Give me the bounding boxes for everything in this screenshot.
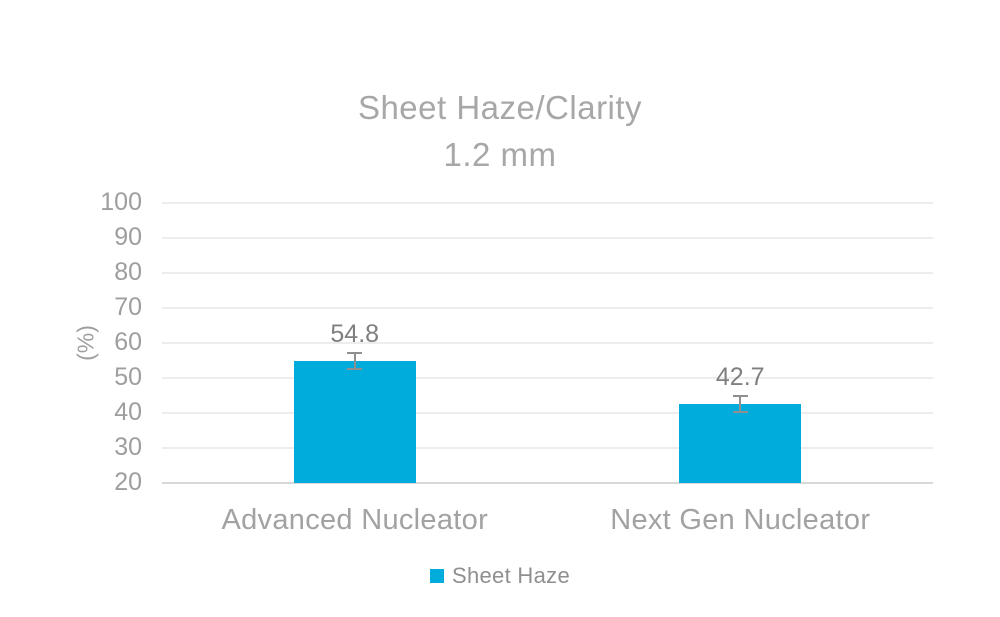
gridline-y-40 xyxy=(162,412,933,414)
data-label-54.8: 54.8 xyxy=(330,320,380,349)
plot-area xyxy=(162,202,933,484)
bar-advanced-nucleator xyxy=(293,361,416,483)
y-tick-label-30: 30 xyxy=(114,433,142,461)
chart-title: Sheet Haze/Clarity xyxy=(357,89,643,126)
error-bar-top-cap xyxy=(347,352,363,355)
y-tick-label-90: 90 xyxy=(114,223,142,251)
legend-swatch-icon xyxy=(430,569,445,583)
error-bar-line xyxy=(739,395,742,412)
gridline-y-20 xyxy=(162,482,933,484)
x-category-label-advanced-nucleator: Advanced Nucleator xyxy=(221,504,489,536)
chart-subtitle: 1.2 mm xyxy=(443,136,557,173)
legend-label: Sheet Haze xyxy=(452,563,570,588)
error-bar-bottom-cap xyxy=(347,368,363,371)
gridline-y-30 xyxy=(162,447,933,449)
gridline-y-70 xyxy=(162,307,933,309)
gridline-y-50 xyxy=(162,377,933,379)
error-bar-bottom-cap xyxy=(732,410,748,413)
y-tick-label-70: 70 xyxy=(114,293,142,321)
bar-next-gen-nucleator xyxy=(679,403,802,483)
error-bar-top-cap xyxy=(732,394,748,397)
x-category-label-next-gen-nucleator: Next Gen Nucleator xyxy=(610,504,871,536)
data-label-42.7: 42.7 xyxy=(715,362,765,391)
gridline-y-80 xyxy=(162,272,933,274)
gridline-y-90 xyxy=(162,237,933,239)
gridline-y-100 xyxy=(162,202,933,204)
y-tick-label-40: 40 xyxy=(114,398,142,426)
y-tick-label-60: 60 xyxy=(114,328,142,356)
error-bar-line xyxy=(353,353,356,370)
y-tick-label-100: 100 xyxy=(100,188,142,216)
y-tick-label-80: 80 xyxy=(114,258,142,286)
y-tick-label-50: 50 xyxy=(114,363,142,391)
chart-title-block: Sheet Haze/Clarity 1.2 mm xyxy=(0,84,1000,178)
legend: Sheet Haze xyxy=(0,563,1000,589)
gridline-y-60 xyxy=(162,342,933,344)
y-tick-label-20: 20 xyxy=(114,468,142,496)
